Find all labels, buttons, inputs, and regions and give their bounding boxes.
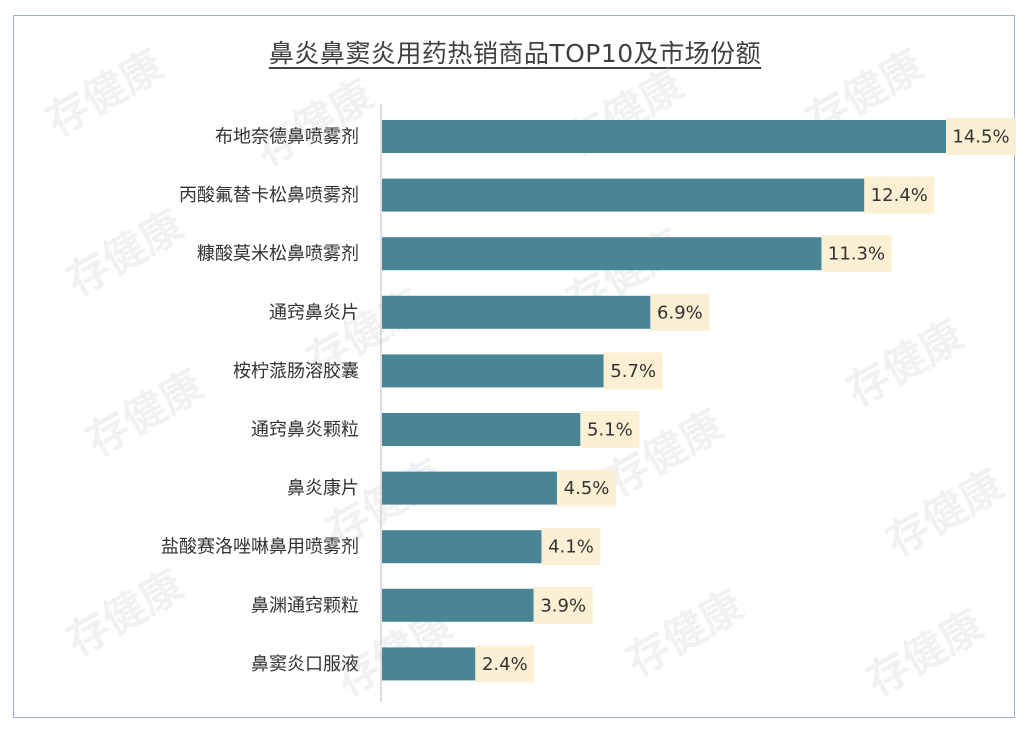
value-label-background	[541, 528, 601, 566]
category-label: 盐酸赛洛唑啉鼻用喷雾剂	[161, 537, 359, 558]
bar	[382, 530, 542, 564]
category-label: 桉柠蒎肠溶胶囊	[233, 361, 359, 382]
category-label: 通窍鼻炎颗粒	[251, 420, 359, 441]
value-label-background	[650, 293, 710, 331]
category-label: 布地奈德鼻喷雾剂	[215, 127, 359, 148]
bar	[382, 413, 581, 446]
value-label: 14.5%	[952, 127, 1009, 148]
value-label: 5.1%	[587, 420, 633, 441]
value-label-background	[580, 411, 640, 448]
value-label: 12.4%	[871, 185, 928, 206]
category-label: 鼻窦炎口服液	[251, 654, 359, 675]
bar	[382, 354, 604, 388]
value-label: 2.4%	[482, 654, 528, 675]
value-label: 3.9%	[540, 595, 586, 616]
value-label-background	[946, 118, 1016, 155]
value-label: 4.5%	[564, 478, 610, 499]
value-label-background	[557, 469, 617, 507]
value-label: 5.7%	[610, 361, 656, 382]
chart-title: 鼻炎鼻窦炎用药热销商品TOP10及市场份额	[268, 39, 762, 68]
category-label: 鼻炎康片	[287, 478, 359, 499]
bar	[382, 178, 865, 212]
category-label: 丙酸氟替卡松鼻喷雾剂	[179, 185, 359, 206]
value-label-background	[603, 352, 663, 390]
bar	[382, 647, 476, 681]
bar	[382, 237, 822, 271]
bar	[382, 471, 558, 505]
bar	[382, 120, 946, 153]
value-label-background	[821, 235, 892, 273]
value-label: 11.3%	[828, 244, 885, 265]
bar	[382, 588, 534, 622]
value-label: 6.9%	[657, 302, 703, 323]
value-label: 4.1%	[548, 537, 594, 558]
bar	[382, 295, 651, 329]
category-label: 通窍鼻炎片	[269, 302, 359, 323]
value-label-background	[864, 176, 935, 214]
category-label: 鼻渊通窍颗粒	[251, 595, 359, 616]
value-label-background	[475, 645, 535, 683]
category-label: 糠酸莫米松鼻喷雾剂	[197, 243, 359, 265]
value-label-background	[533, 586, 593, 624]
